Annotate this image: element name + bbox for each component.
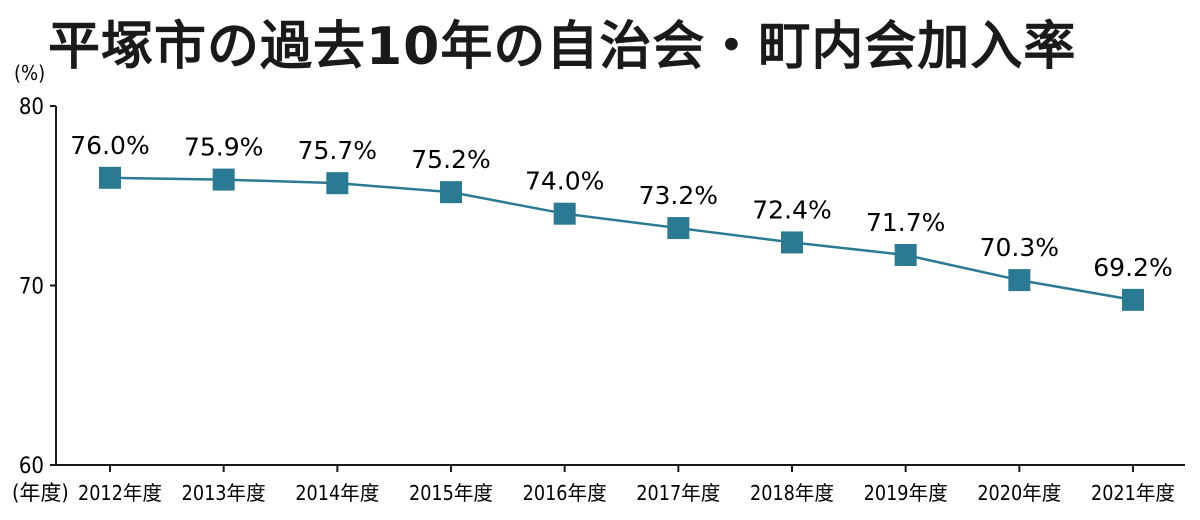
data-label: 69.2% <box>1093 253 1172 282</box>
x-tick-label: 2016年度 <box>523 481 607 505</box>
x-tick-label: 2013年度 <box>182 481 266 505</box>
data-point-marker <box>553 202 576 225</box>
data-label: 72.4% <box>752 195 831 224</box>
data-label: 75.9% <box>184 133 263 162</box>
x-unit-label: (年度) <box>12 481 69 505</box>
data-label: 75.2% <box>411 145 490 174</box>
data-label: 74.0% <box>525 167 604 196</box>
data-labels: 76.0% 75.9% 75.7% 75.2% 74.0% 73.2% 72.4% 71.7%… <box>70 131 1172 282</box>
x-tick-label: 2020年度 <box>977 481 1061 505</box>
data-point-marker <box>1008 269 1031 292</box>
data-label: 75.7% <box>298 136 377 165</box>
y-ticks: 60 70 80 <box>19 95 56 479</box>
x-tick-label: 2019年度 <box>864 481 948 505</box>
y-tick-label: 70 <box>19 275 44 300</box>
series-markers <box>99 166 1144 311</box>
data-label: 73.2% <box>639 181 718 210</box>
data-point-marker <box>1122 288 1144 311</box>
data-point-marker <box>440 181 462 204</box>
y-unit-label: (%) <box>14 61 45 85</box>
data-point-marker <box>894 243 917 266</box>
x-tick-label: 2017年度 <box>636 481 720 505</box>
data-point-marker <box>212 168 235 191</box>
x-tick-label: 2012年度 <box>78 481 162 505</box>
y-tick-label: 60 <box>19 454 44 479</box>
data-point-marker <box>781 231 803 254</box>
data-label: 76.0% <box>70 131 149 160</box>
x-tick-label: 2015年度 <box>409 481 493 505</box>
x-ticks: 2012年度 2013年度 2014年度 2015年度 2016年度 2017年度 2018… <box>78 465 1175 505</box>
data-label: 70.3% <box>980 233 1059 262</box>
data-label: 71.7% <box>866 208 945 237</box>
y-tick-label: 80 <box>19 95 44 120</box>
chart-title: 平塚市の過去10年の自治会・町内会加入率 <box>48 17 1077 77</box>
data-point-marker <box>667 217 690 240</box>
x-tick-label: 2018年度 <box>750 481 834 505</box>
x-tick-label: 2021年度 <box>1091 481 1175 505</box>
series-line <box>109 176 1134 302</box>
x-tick-label: 2014年度 <box>295 481 379 505</box>
series-polyline <box>109 176 1134 302</box>
data-point-marker <box>99 166 121 189</box>
data-point-marker <box>326 172 349 195</box>
